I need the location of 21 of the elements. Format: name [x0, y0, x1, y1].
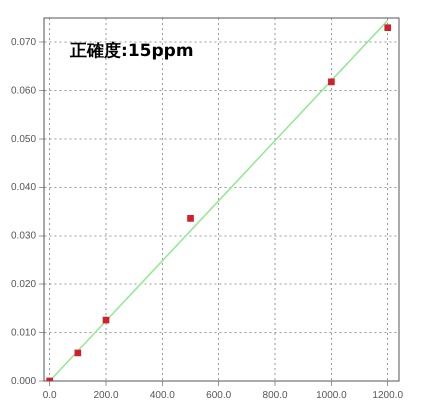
annotation: 正確度:15ppm	[69, 41, 194, 61]
y-tick-label: 0.050	[10, 134, 36, 145]
x-tick-label: 1000.0	[316, 390, 348, 401]
x-tick-label: 800.0	[262, 390, 288, 401]
x-tick-label: 400.0	[150, 390, 176, 401]
point	[74, 350, 82, 356]
point	[102, 316, 110, 324]
y-tick-label: 0.060	[10, 85, 36, 96]
point	[328, 78, 335, 86]
y-tick-label: 0.010	[10, 327, 36, 338]
x-tick-label: 600.0	[206, 390, 232, 401]
x-tick-label: 0.0	[42, 390, 58, 401]
y-tick-label: 0.040	[10, 182, 36, 194]
y-tick-label: 0.030	[10, 230, 36, 242]
point	[384, 24, 392, 32]
y-tick-label: 0.020	[10, 278, 36, 290]
point	[187, 215, 194, 222]
x-tick-label: 200.0	[93, 390, 119, 401]
x-tick-label: 1200.0	[372, 390, 404, 401]
y-tick-label: 0.000	[10, 376, 36, 387]
y-tick-label: 0.070	[10, 36, 36, 48]
